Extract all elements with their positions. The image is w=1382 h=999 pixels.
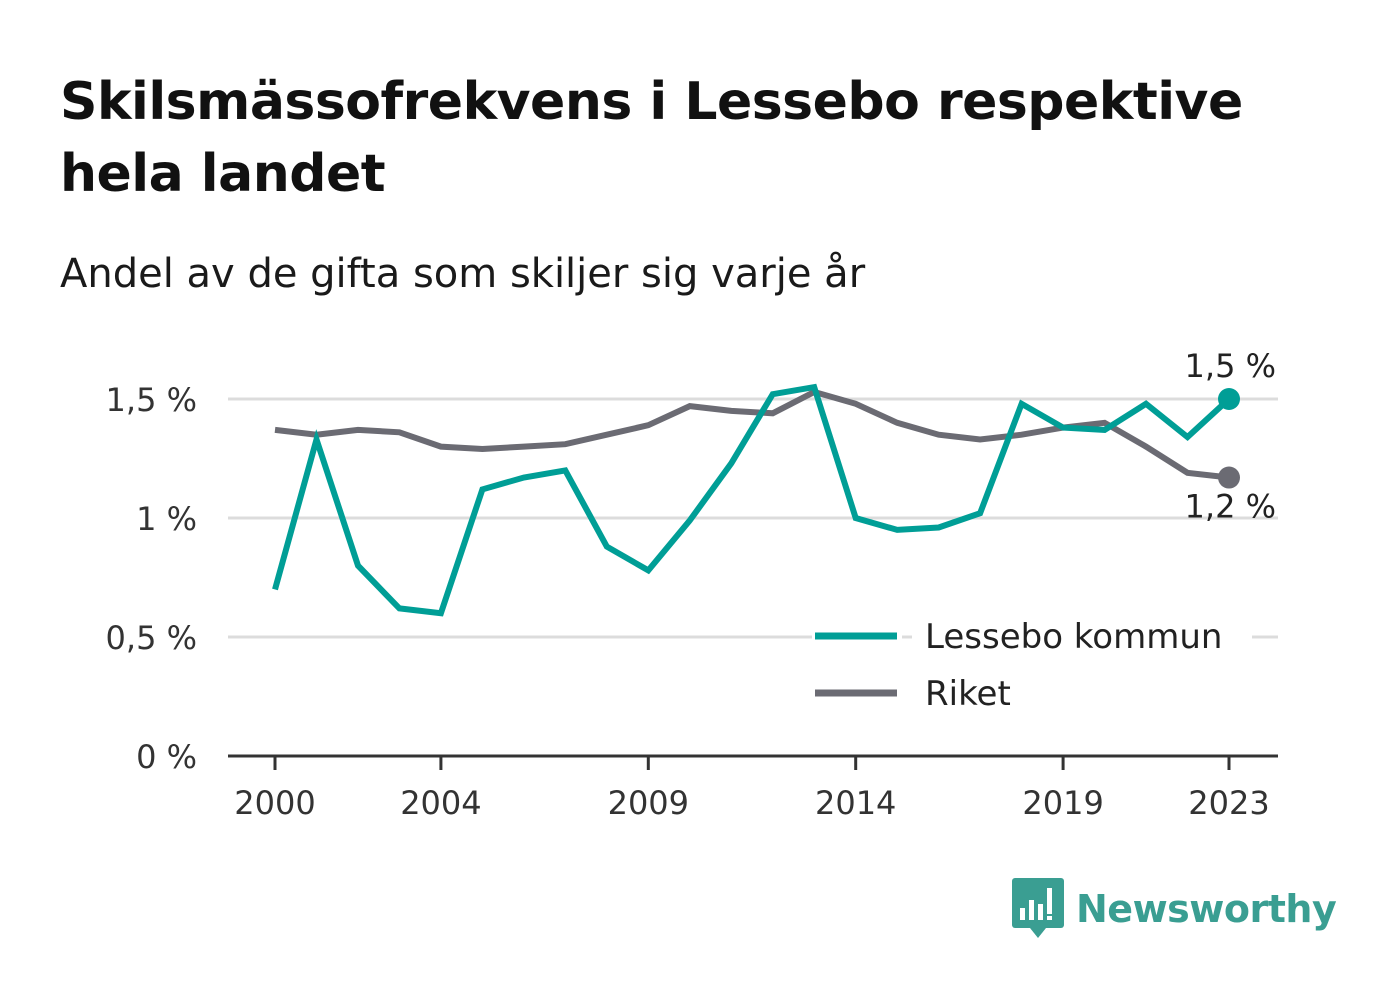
y-tick-label: 1 % xyxy=(136,500,197,538)
legend-label: Lessebo kommun xyxy=(925,617,1222,657)
y-tick-label: 0,5 % xyxy=(106,619,197,657)
legend-label: Riket xyxy=(925,674,1011,714)
brand-logo: Newsworthy xyxy=(1012,878,1337,940)
x-tick-label: 2019 xyxy=(1022,784,1103,822)
end-label: 1,2 % xyxy=(1185,488,1276,526)
end-point-riket xyxy=(1218,466,1240,489)
end-point-lessebo xyxy=(1218,388,1240,410)
chart-subtitle: Andel av de gifta som skiljer sig varje … xyxy=(60,251,866,297)
x-tick-label: 2023 xyxy=(1188,784,1269,822)
brand-name: Newsworthy xyxy=(1076,887,1337,931)
x-axis: 2000 2004 2009 2014 2019 2023 xyxy=(228,754,1278,822)
x-tick-label: 2014 xyxy=(815,784,896,822)
x-tick-label: 2004 xyxy=(400,784,481,822)
series-lines: 1,2 % 1,5 % xyxy=(272,347,1276,617)
x-tick-label: 2000 xyxy=(234,784,315,822)
x-tick-label: 2009 xyxy=(608,784,689,822)
legend-label-bg xyxy=(912,614,1252,658)
end-label: 1,5 % xyxy=(1185,347,1276,385)
y-axis-ticks: 0 % 0,5 % 1 % 1,5 % xyxy=(106,381,197,776)
chart-title: Skilsmässofrekvens i Lessebo respektive … xyxy=(60,72,1243,204)
series-line-lessebo xyxy=(272,383,1232,617)
y-tick-label: 1,5 % xyxy=(106,381,197,419)
series-line-riket xyxy=(274,388,1230,481)
y-tick-label: 0 % xyxy=(136,738,197,776)
newsworthy-logo-icon xyxy=(1012,878,1064,938)
legend: Lessebo kommun Riket xyxy=(812,614,1252,714)
